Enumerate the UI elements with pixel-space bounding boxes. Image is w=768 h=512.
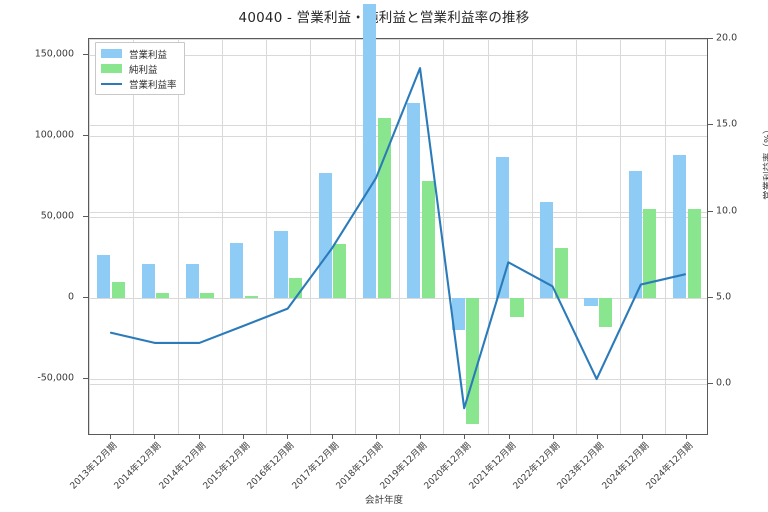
plot-area: [88, 4, 708, 435]
x-axis-tick-mark: [198, 435, 200, 439]
x-axis-tick-mark: [287, 435, 289, 439]
gridline-horizontal: [89, 136, 707, 138]
bar-net-profit: [554, 248, 568, 299]
y-axis-tick-mark: [83, 54, 88, 56]
gridline-horizontal: [89, 379, 707, 381]
bar-operating-profit: [274, 231, 288, 299]
y-axis-tick-label: -50,000: [37, 372, 74, 384]
gridline-vertical: [487, 39, 489, 434]
y-axis-tick-label: 150,000: [34, 48, 74, 60]
gridline-vertical: [266, 39, 268, 434]
bar-operating-profit: [362, 4, 377, 299]
x-axis-tick-mark: [375, 435, 377, 439]
x-axis-tick-mark: [641, 435, 643, 439]
legend-label-operating-profit: 営業利益: [129, 49, 168, 61]
secondary-y-axis-tick-label: 0.0: [716, 377, 732, 389]
gridline-horizontal-secondary: [89, 384, 707, 386]
bar-operating-profit: [584, 298, 598, 307]
gridline-vertical: [89, 39, 90, 434]
bar-operating-profit: [540, 201, 554, 299]
secondary-y-axis-tick-mark: [708, 296, 713, 298]
legend-item-net-profit[interactable]: 純利益: [101, 62, 177, 76]
bar-operating-profit: [628, 171, 642, 299]
bar-net-profit: [111, 282, 126, 299]
x-axis-tick-mark: [464, 435, 466, 439]
bar-net-profit: [244, 296, 258, 299]
x-axis-tick-mark: [154, 435, 156, 439]
y-axis-tick-mark: [83, 135, 88, 137]
bar-net-profit: [156, 293, 170, 299]
secondary-y-axis-tick-mark: [708, 38, 713, 39]
y-axis-tick-label: 100,000: [34, 129, 74, 141]
x-axis-tick-mark: [243, 435, 244, 439]
bar-operating-profit: [97, 255, 111, 299]
x-axis-label: 会計年度: [364, 495, 403, 506]
legend-label-net-profit: 純利益: [129, 64, 158, 76]
y-axis-tick-mark: [83, 297, 88, 299]
bar-operating-profit: [318, 172, 332, 299]
legend-swatch-net-profit: [101, 64, 122, 73]
gridline-vertical: [620, 39, 622, 434]
legend-item-operating-margin[interactable]: 営業利益率: [101, 77, 177, 91]
chart-title: 40040 - 営業利益・純利益と営業利益率の推移: [238, 10, 530, 26]
gridline-vertical: [531, 39, 533, 434]
bar-net-profit: [643, 209, 657, 299]
bar-operating-profit: [230, 243, 244, 299]
secondary-y-axis-tick-mark: [708, 124, 713, 126]
y-axis-tick-mark: [83, 378, 88, 380]
bar-operating-profit: [185, 264, 200, 299]
gridline-vertical: [399, 39, 400, 434]
secondary-y-axis-tick-label: 15.0: [716, 118, 738, 130]
gridline-vertical: [221, 39, 223, 434]
gridline-horizontal-secondary: [89, 39, 707, 40]
bar-operating-profit: [407, 103, 421, 299]
gridline-vertical: [354, 39, 356, 434]
y-axis-tick-mark: [83, 216, 88, 218]
x-axis-tick-mark: [508, 435, 510, 439]
y-axis-tick-label: 0: [67, 291, 74, 303]
legend-label-operating-margin: 営業利益率: [129, 79, 177, 91]
secondary-y-axis-tick-label: 20.0: [716, 32, 738, 44]
bar-operating-profit: [672, 154, 687, 299]
legend: 営業利益 純利益 営業利益率: [95, 42, 185, 95]
line-series-layer: [109, 67, 687, 410]
bar-operating-profit: [495, 157, 510, 299]
x-axis-tick-mark: [420, 435, 422, 439]
x-axis-tick-mark: [110, 435, 112, 439]
bar-net-profit: [200, 292, 214, 299]
legend-item-operating-profit[interactable]: 営業利益: [101, 47, 177, 61]
gridline-horizontal-secondary: [89, 297, 707, 299]
gridline-vertical: [310, 39, 312, 434]
gridline-horizontal: [89, 55, 707, 57]
gridline-vertical: [443, 39, 445, 434]
gridline-horizontal-secondary: [89, 211, 707, 213]
secondary-y-axis-tick-mark: [708, 383, 713, 385]
gridline-horizontal: [89, 217, 707, 219]
x-axis-tick-mark: [597, 435, 599, 439]
legend-swatch-operating-margin: [101, 82, 122, 85]
y-axis-tick-label: 50,000: [40, 210, 74, 222]
bar-net-profit: [421, 180, 436, 299]
bar-net-profit: [687, 209, 701, 299]
x-axis-tick-mark: [553, 435, 554, 439]
secondary-y-axis-tick-label: 5.0: [716, 291, 732, 303]
gridline-vertical: [133, 39, 135, 434]
secondary-y-axis-tick-label: 10.0: [716, 205, 738, 217]
secondary-y-axis-tick-mark: [708, 210, 713, 212]
bar-operating-profit: [451, 298, 465, 330]
operating-margin-line: [109, 67, 687, 410]
legend-swatch-operating-profit: [101, 49, 122, 58]
gridline-vertical: [664, 39, 666, 434]
x-axis-tick-mark: [331, 435, 333, 439]
gridline-vertical: [177, 39, 179, 434]
bar-operating-profit: [141, 264, 155, 299]
bar-net-profit: [598, 298, 613, 327]
bar-series-layer: [89, 4, 707, 434]
bar-net-profit: [510, 298, 524, 317]
bar-net-profit: [333, 244, 347, 299]
x-axis-tick-mark: [685, 435, 687, 439]
gridline-vertical: [576, 39, 578, 434]
secondary-y-axis-label: 営業利益率（%）: [763, 124, 768, 200]
